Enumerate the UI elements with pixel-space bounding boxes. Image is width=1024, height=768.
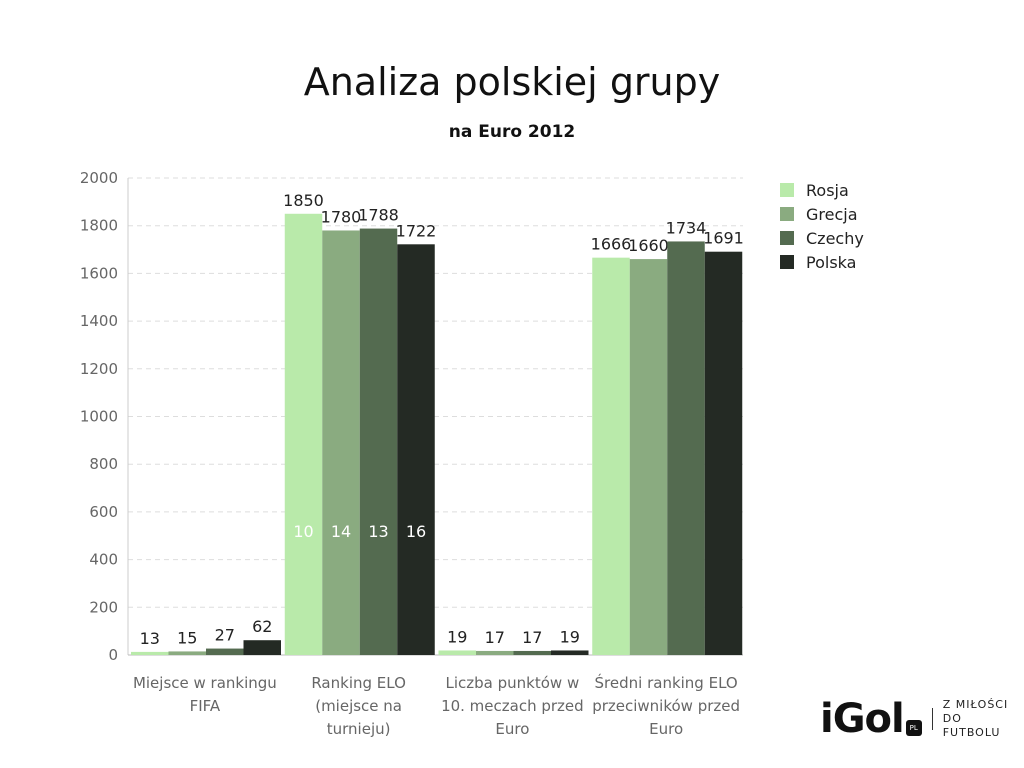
legend-item: Czechy: [780, 226, 864, 250]
bar: [131, 651, 169, 655]
x-tick-label: (miejsce na: [315, 697, 402, 715]
y-tick-label: 400: [89, 551, 118, 569]
data-label: 1780: [321, 207, 362, 226]
tagline-line: Z MIŁOŚCI: [942, 698, 1009, 711]
y-tick-label: 1800: [80, 217, 118, 235]
x-tick-label: turnieju): [327, 720, 391, 738]
bar: [284, 213, 323, 655]
bar: [513, 650, 551, 655]
y-tick-label: 200: [89, 598, 118, 616]
y-tick-label: 1400: [80, 312, 118, 330]
legend-label: Czechy: [806, 228, 864, 248]
chart-subtitle: na Euro 2012: [448, 122, 576, 142]
logo-text: iGol: [820, 696, 905, 742]
bar: [168, 651, 206, 655]
x-tick-label: Liczba punktów w: [446, 674, 580, 692]
data-label: 1734: [666, 218, 707, 237]
y-tick-label: 800: [89, 455, 118, 473]
legend-swatch: [780, 255, 794, 269]
legend-swatch: [780, 207, 794, 221]
data-label: 62: [252, 617, 272, 636]
legend-label: Polska: [806, 252, 857, 272]
x-tick-label: przeciwników przed: [592, 697, 740, 715]
y-tick-label: 1000: [80, 408, 118, 426]
bar: [592, 257, 630, 655]
bar: [476, 650, 514, 655]
data-label: 17: [485, 628, 505, 647]
logo-divider: [931, 708, 933, 730]
y-tick-label: 0: [108, 646, 118, 664]
inner-data-label: 10: [293, 522, 313, 541]
legend-item: Rosja: [780, 178, 864, 202]
data-label: 15: [177, 628, 197, 647]
data-label: 17: [522, 628, 542, 647]
inner-data-label: 14: [331, 522, 351, 541]
data-label: 1788: [358, 206, 399, 225]
data-label: 13: [140, 629, 160, 648]
bar: [206, 648, 244, 655]
data-label: 1666: [591, 235, 632, 254]
legend: Rosja Grecja Czechy Polska: [780, 178, 864, 274]
igol-logo: iGol PL Z MIŁOŚCI DO FUTBOLU: [820, 696, 1024, 742]
x-tick-label: Ranking ELO: [311, 674, 406, 692]
bar: [551, 650, 589, 655]
x-tick-label: FIFA: [190, 697, 221, 715]
legend-swatch: [780, 183, 794, 197]
logo-tagline: Z MIŁOŚCI DO FUTBOLU: [943, 698, 1024, 740]
bar: [438, 650, 476, 655]
legend-label: Rosja: [806, 180, 849, 200]
data-label: 19: [447, 627, 467, 646]
data-label: 27: [215, 626, 235, 645]
bar: [704, 251, 743, 655]
x-tick-label: Euro: [495, 720, 529, 738]
bar: [359, 228, 398, 655]
y-tick-label: 1200: [80, 360, 118, 378]
x-tick-label: 10. meczach przed: [441, 697, 584, 715]
legend-label: Grecja: [806, 204, 858, 224]
inner-data-label: 13: [368, 522, 388, 541]
inner-data-label: 16: [406, 522, 426, 541]
bar: [397, 244, 435, 656]
logo-badge: PL: [905, 720, 922, 736]
bar: [667, 241, 705, 656]
bar: [322, 230, 360, 655]
legend-item: Polska: [780, 250, 864, 274]
data-label: 19: [560, 627, 580, 646]
y-tick-label: 1600: [80, 264, 118, 282]
bar: [629, 259, 668, 655]
legend-item: Grecja: [780, 202, 864, 226]
tagline-line: DO FUTBOLU: [942, 712, 1001, 739]
x-tick-label: Euro: [649, 720, 683, 738]
data-label: 1691: [703, 229, 744, 248]
y-tick-label: 600: [89, 503, 118, 521]
y-tick-label: 2000: [80, 169, 118, 187]
data-label: 1722: [396, 221, 437, 240]
legend-swatch: [780, 231, 794, 245]
data-label: 1850: [283, 191, 324, 210]
x-tick-label: Miejsce w rankingu: [133, 674, 277, 692]
bar: [243, 640, 281, 655]
data-label: 1660: [628, 236, 669, 255]
chart-title: Analiza polskiej grupy: [303, 60, 721, 104]
x-tick-label: Średni ranking ELO: [595, 673, 738, 692]
